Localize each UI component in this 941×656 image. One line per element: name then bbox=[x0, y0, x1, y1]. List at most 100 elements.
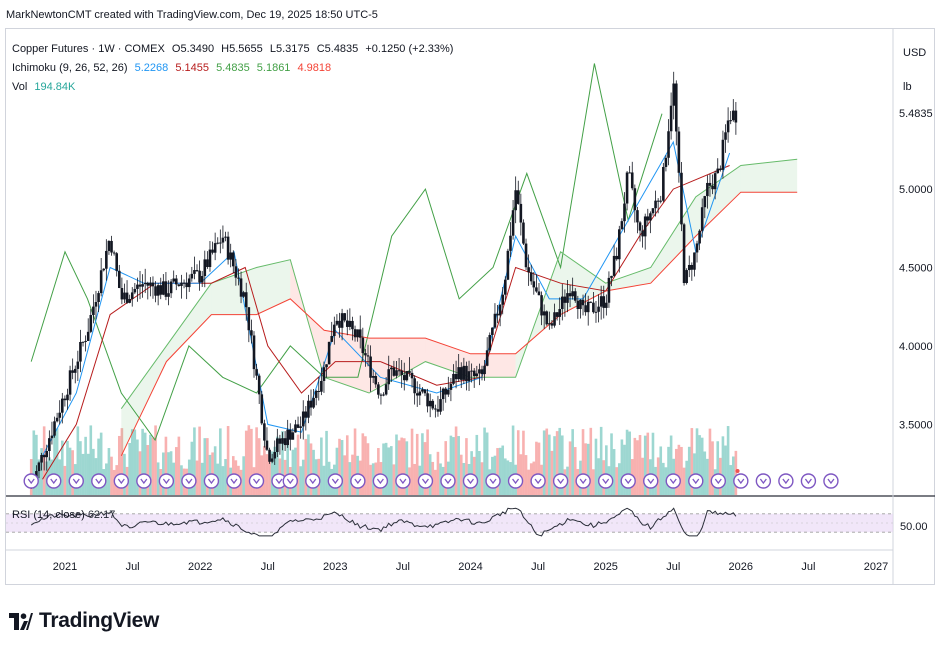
candle-body bbox=[244, 292, 248, 308]
candle-body bbox=[345, 320, 349, 327]
volume-bar bbox=[436, 451, 440, 495]
candle-body bbox=[465, 365, 468, 382]
candle-body bbox=[573, 291, 577, 301]
time-label-2027: 2027 bbox=[864, 561, 888, 573]
candle-body bbox=[364, 353, 367, 356]
volume-bar bbox=[711, 441, 714, 495]
candle-body bbox=[491, 327, 494, 335]
candle-body bbox=[695, 243, 699, 253]
volume-bar bbox=[605, 445, 608, 495]
legend-vol-label[interactable]: Vol bbox=[12, 81, 28, 93]
candle-body bbox=[615, 255, 619, 260]
volume-bar bbox=[156, 462, 160, 495]
candle-body bbox=[356, 329, 359, 338]
candle-body bbox=[713, 173, 717, 190]
volume-bar bbox=[680, 446, 683, 495]
axis-tick-current: 5.4835 bbox=[899, 108, 933, 120]
candle-body bbox=[84, 340, 87, 342]
volume-bar bbox=[677, 444, 681, 495]
time-label-jul-2024: Jul bbox=[531, 561, 545, 573]
candle-body bbox=[60, 398, 64, 413]
volume-bar bbox=[71, 450, 74, 495]
event-icon bbox=[248, 473, 265, 489]
candle-body bbox=[351, 320, 354, 330]
event-icon-circle bbox=[620, 473, 636, 489]
candle-body bbox=[45, 450, 49, 458]
event-icon-chevron bbox=[557, 478, 565, 485]
legend-ichimoku-row: Ichimoku (9, 26, 52, 26) 5.2268 5.1455 5… bbox=[12, 59, 457, 78]
legend-vol-value: 194.84K bbox=[34, 81, 76, 93]
candle-body bbox=[426, 393, 429, 407]
volume-bar bbox=[669, 435, 673, 495]
candle-body bbox=[330, 336, 334, 342]
rsi-pane[interactable] bbox=[6, 507, 893, 537]
candle-body bbox=[620, 221, 624, 230]
volume-bar bbox=[325, 430, 328, 495]
candle-body bbox=[662, 166, 665, 201]
candle-body bbox=[224, 236, 227, 238]
event-icon-circle bbox=[203, 473, 220, 489]
volume-bar bbox=[200, 462, 204, 495]
legend-symbol[interactable]: Copper Futures · 1W · COMEX bbox=[12, 43, 165, 55]
axis-unit: lb bbox=[903, 81, 912, 93]
tradingview-brand[interactable]: TradingView bbox=[9, 609, 159, 633]
volume-bar bbox=[353, 428, 357, 495]
candle-body bbox=[265, 440, 269, 450]
volume-bar bbox=[281, 431, 284, 495]
volume-bar bbox=[312, 449, 315, 495]
legend-ichimoku-label[interactable]: Ichimoku (9, 26, 52, 26) bbox=[12, 62, 128, 74]
candle-body bbox=[415, 393, 419, 396]
candle-body bbox=[377, 384, 380, 395]
candle-body bbox=[63, 398, 67, 401]
candle-body bbox=[700, 207, 704, 231]
volume-bar bbox=[138, 451, 142, 495]
candle-body bbox=[654, 200, 657, 209]
candle-body bbox=[535, 287, 538, 292]
volume-bar bbox=[651, 432, 655, 495]
event-icon-circle bbox=[158, 473, 175, 489]
rsi-legend[interactable]: RSI (14, close) 62.17 bbox=[12, 509, 115, 521]
candle-body bbox=[133, 288, 137, 293]
event-icon-circle bbox=[800, 473, 817, 489]
candle-body bbox=[402, 375, 406, 381]
candle-body bbox=[143, 282, 147, 285]
volume-bar bbox=[449, 435, 453, 495]
candle-body bbox=[276, 438, 279, 453]
event-icon-circle bbox=[327, 473, 344, 489]
volume-bar bbox=[478, 451, 481, 495]
volume-bar bbox=[257, 438, 261, 495]
candle-body bbox=[213, 243, 217, 253]
candle-body bbox=[107, 240, 111, 251]
candle-body bbox=[172, 278, 175, 282]
chart-frame bbox=[5, 28, 935, 585]
event-icon-chevron bbox=[714, 478, 722, 485]
candle-body bbox=[89, 314, 93, 332]
event-icon-circle bbox=[507, 473, 524, 489]
candle-body bbox=[208, 249, 212, 268]
candle-body bbox=[99, 270, 103, 294]
volume-bar bbox=[638, 435, 642, 495]
price-axis[interactable]: USD lb 5.4835 5.0000 4.5000 4.0000 3.500… bbox=[899, 47, 933, 533]
candle-body bbox=[92, 306, 95, 315]
time-axis[interactable]: 2021 Jul 2022 Jul 2023 Jul 2024 Jul 2025… bbox=[53, 561, 888, 573]
volume-bar bbox=[698, 435, 701, 495]
candle-body bbox=[542, 311, 546, 316]
volume-bar bbox=[384, 442, 388, 495]
candle-body bbox=[571, 291, 574, 297]
volume-bar bbox=[687, 446, 691, 495]
event-icon bbox=[440, 473, 456, 489]
volume-bar bbox=[366, 443, 370, 495]
candle-body bbox=[625, 172, 629, 204]
candle-body bbox=[206, 259, 209, 268]
volume-bar bbox=[535, 441, 538, 495]
volume-bar bbox=[81, 453, 85, 495]
event-icon bbox=[350, 473, 366, 489]
volume-bar bbox=[392, 464, 396, 495]
candle-body bbox=[434, 408, 437, 410]
candle-body bbox=[384, 384, 388, 395]
event-icon-chevron bbox=[737, 478, 745, 485]
candle-body bbox=[239, 278, 243, 297]
candle-body bbox=[485, 350, 489, 366]
volume-bar bbox=[247, 425, 251, 495]
